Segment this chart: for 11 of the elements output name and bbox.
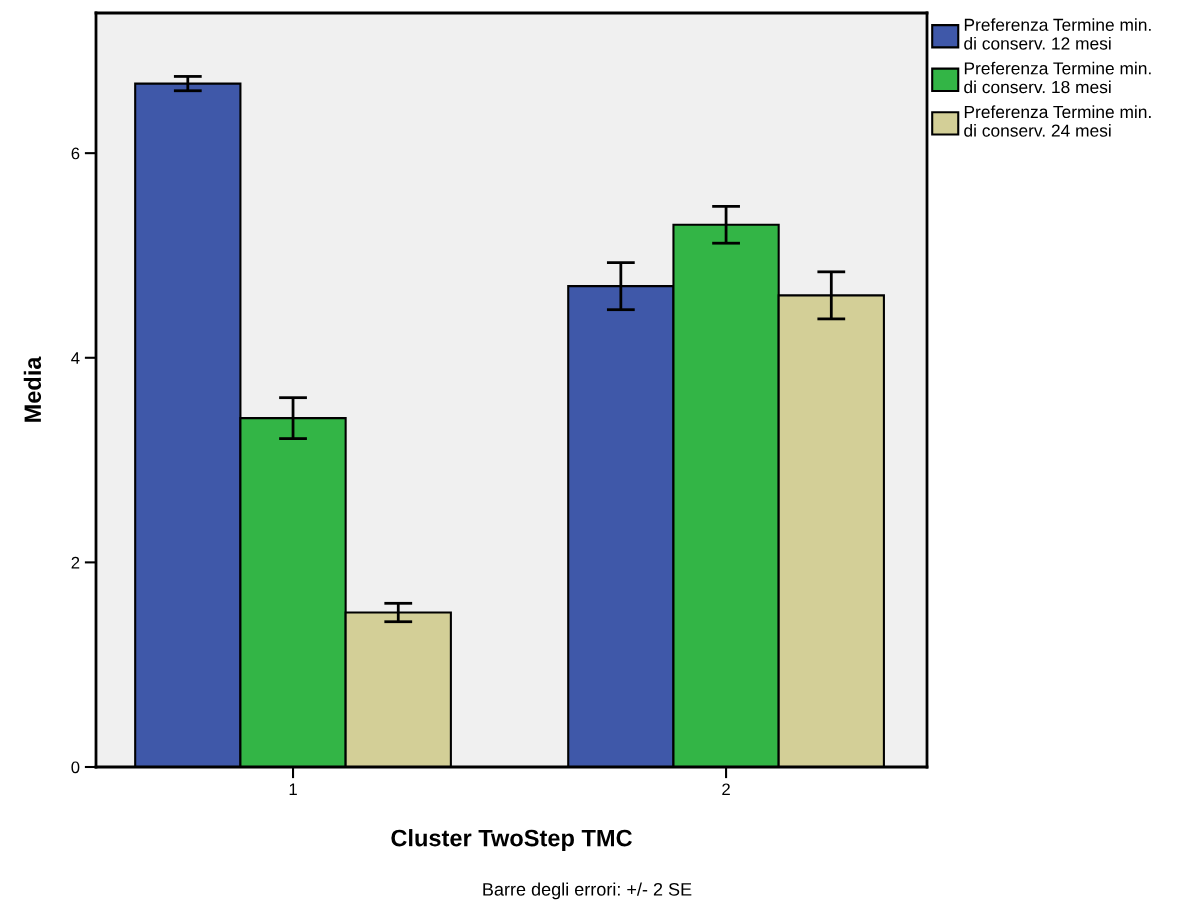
y-tick-label: 0 <box>71 761 80 774</box>
legend-label: Preferenza Termine min. di conserv. 12 mesi <box>964 18 1151 50</box>
y-tick-label: 2 <box>71 556 80 569</box>
y-tick-label: 6 <box>71 147 80 160</box>
text: Barre degli errori: +/- 2 SE <box>483 882 692 900</box>
legend-label: Preferenza Termine min. di conserv. 24 mesi <box>964 105 1151 137</box>
y-tick-label: 4 <box>71 352 80 364</box>
legend-label: Preferenza Termine min. di conserv. 18 mesi <box>964 61 1151 94</box>
x-axis-title: Cluster TwoStep TMC <box>391 829 632 852</box>
y-axis-title: Media <box>23 356 42 422</box>
x-tick-label: 1 <box>289 783 297 796</box>
